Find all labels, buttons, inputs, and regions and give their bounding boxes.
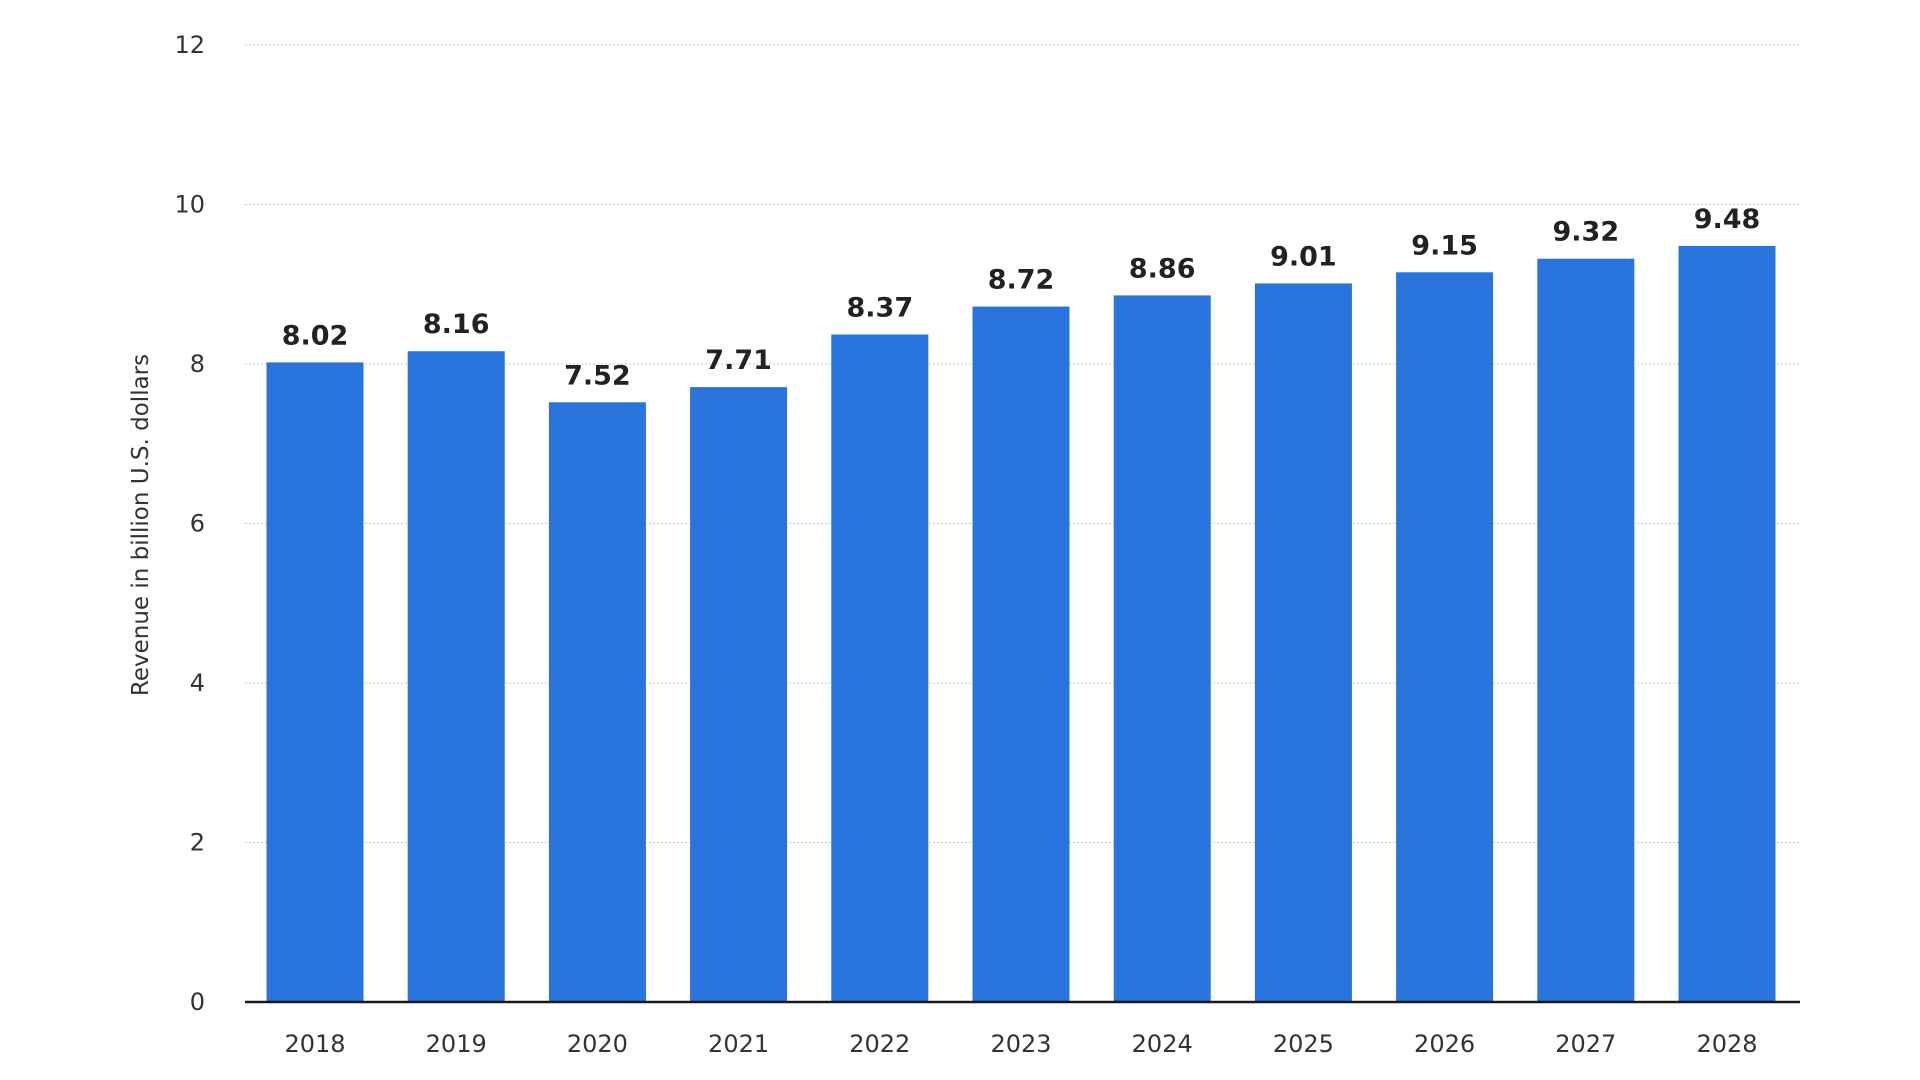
x-tick-label-2025: 2025: [1273, 1030, 1334, 1058]
bars: [266, 245, 1776, 1003]
bar-2028: [1678, 245, 1776, 1003]
x-tick-label-2022: 2022: [849, 1030, 910, 1058]
data-label-2028: 9.48: [1694, 204, 1761, 235]
data-label-2022: 8.37: [846, 292, 913, 323]
x-tick-label-2023: 2023: [990, 1030, 1051, 1058]
data-label-2024: 8.86: [1129, 253, 1196, 284]
x-tick-label-2024: 2024: [1132, 1030, 1193, 1058]
x-tick-label-2027: 2027: [1555, 1030, 1616, 1058]
data-label-2026: 9.15: [1411, 230, 1478, 261]
bar-2023: [972, 306, 1070, 1003]
data-label-2023: 8.72: [988, 265, 1055, 296]
bar-2022: [831, 334, 929, 1002]
x-tick-label-2020: 2020: [567, 1030, 628, 1058]
x-tick-label-2019: 2019: [426, 1030, 487, 1058]
y-tick-label: 4: [190, 669, 205, 697]
bar-2025: [1254, 283, 1352, 1002]
y-tick-label: 12: [174, 31, 205, 59]
bar-2021: [690, 387, 788, 1002]
y-tick-label: 10: [174, 191, 205, 219]
y-tick-label: 2: [190, 829, 205, 857]
data-label-2019: 8.16: [423, 309, 490, 340]
bar-2019: [407, 351, 505, 1002]
data-label-2020: 7.52: [564, 360, 631, 391]
x-tick-label-2021: 2021: [708, 1030, 769, 1058]
bar-2026: [1396, 272, 1494, 1003]
bar-2018: [266, 362, 364, 1002]
x-tick-label-2028: 2028: [1696, 1030, 1757, 1058]
bar-2020: [548, 402, 646, 1002]
y-tick-label: 0: [190, 988, 205, 1016]
data-label-2025: 9.01: [1270, 241, 1337, 272]
y-tick-label: 6: [190, 510, 205, 538]
data-labels: 8.02 8.16 7.52 7.71 8.37 8.72 8.86 9.01 9.15 9.32…: [282, 204, 1761, 391]
x-tick-label-2018: 2018: [284, 1030, 345, 1058]
data-label-2021: 7.71: [705, 345, 772, 376]
data-label-2027: 9.32: [1552, 217, 1619, 248]
y-axis-title: Revenue in billion U.S. dollars: [128, 354, 154, 696]
bar-2027: [1537, 258, 1635, 1003]
bar-2024: [1113, 295, 1211, 1002]
y-axis-ticks: 0 2 4 6 8 10 12: [174, 31, 205, 1016]
y-tick-label: 8: [190, 350, 205, 378]
x-tick-label-2026: 2026: [1414, 1030, 1475, 1058]
data-label-2018: 8.02: [282, 320, 349, 351]
x-axis-ticks: 2018 2019 2020 2021 2022 2023 2024 2025 2026 2027…: [284, 1030, 1757, 1058]
